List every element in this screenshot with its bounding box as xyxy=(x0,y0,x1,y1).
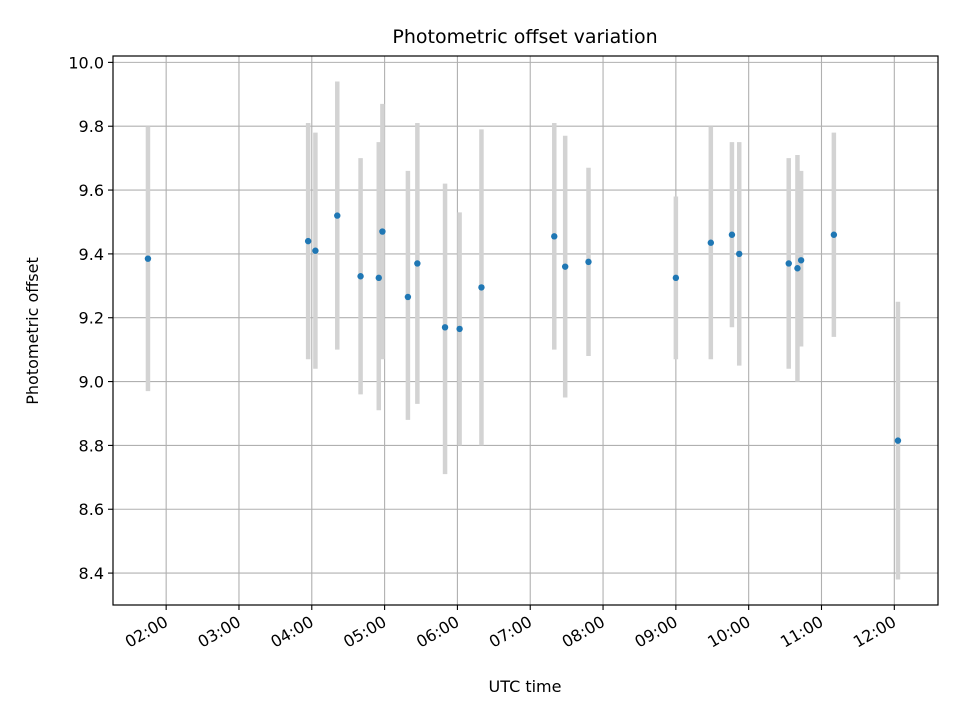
plot-frame xyxy=(112,55,939,606)
y-tick-label: 10.0 xyxy=(68,53,104,72)
y-tick-label: 8.8 xyxy=(79,436,104,455)
x-axis-label: UTC time xyxy=(489,677,562,696)
y-tick-label: 9.8 xyxy=(79,117,104,136)
y-tick-label: 9.2 xyxy=(79,309,104,328)
data-point xyxy=(736,250,743,258)
data-point xyxy=(585,258,592,266)
grid-lines xyxy=(113,56,938,605)
chart-title: Photometric offset variation xyxy=(392,26,657,48)
data-point xyxy=(404,293,412,301)
data-points xyxy=(144,212,902,444)
data-point xyxy=(478,284,485,291)
y-tick-label: 9.0 xyxy=(79,373,104,392)
data-point xyxy=(797,257,805,264)
data-point xyxy=(561,263,569,270)
data-point xyxy=(785,260,792,267)
data-point xyxy=(414,260,421,267)
data-point xyxy=(456,325,463,333)
data-point xyxy=(830,231,838,238)
y-tick-label: 9.6 xyxy=(79,181,104,200)
y-axis-ticks: 8.4 8.6 8.8 9.0 9.2 9.4 9.6 9.8 10.0 xyxy=(68,53,113,583)
data-point xyxy=(357,273,364,280)
data-point xyxy=(551,233,558,240)
data-point xyxy=(894,437,902,444)
data-point xyxy=(304,237,312,245)
y-tick-label: 8.4 xyxy=(79,564,104,583)
data-point xyxy=(144,255,152,262)
data-point xyxy=(672,274,680,282)
data-point xyxy=(441,324,449,331)
data-point xyxy=(334,212,341,219)
data-point xyxy=(375,274,382,282)
data-point xyxy=(707,239,715,246)
data-point xyxy=(728,231,736,238)
data-point xyxy=(794,265,801,272)
y-axis-label: Photometric offset xyxy=(23,257,42,405)
y-tick-label: 8.6 xyxy=(79,500,104,519)
y-tick-label: 9.4 xyxy=(79,245,104,264)
data-point xyxy=(379,228,386,235)
data-point xyxy=(312,247,319,254)
